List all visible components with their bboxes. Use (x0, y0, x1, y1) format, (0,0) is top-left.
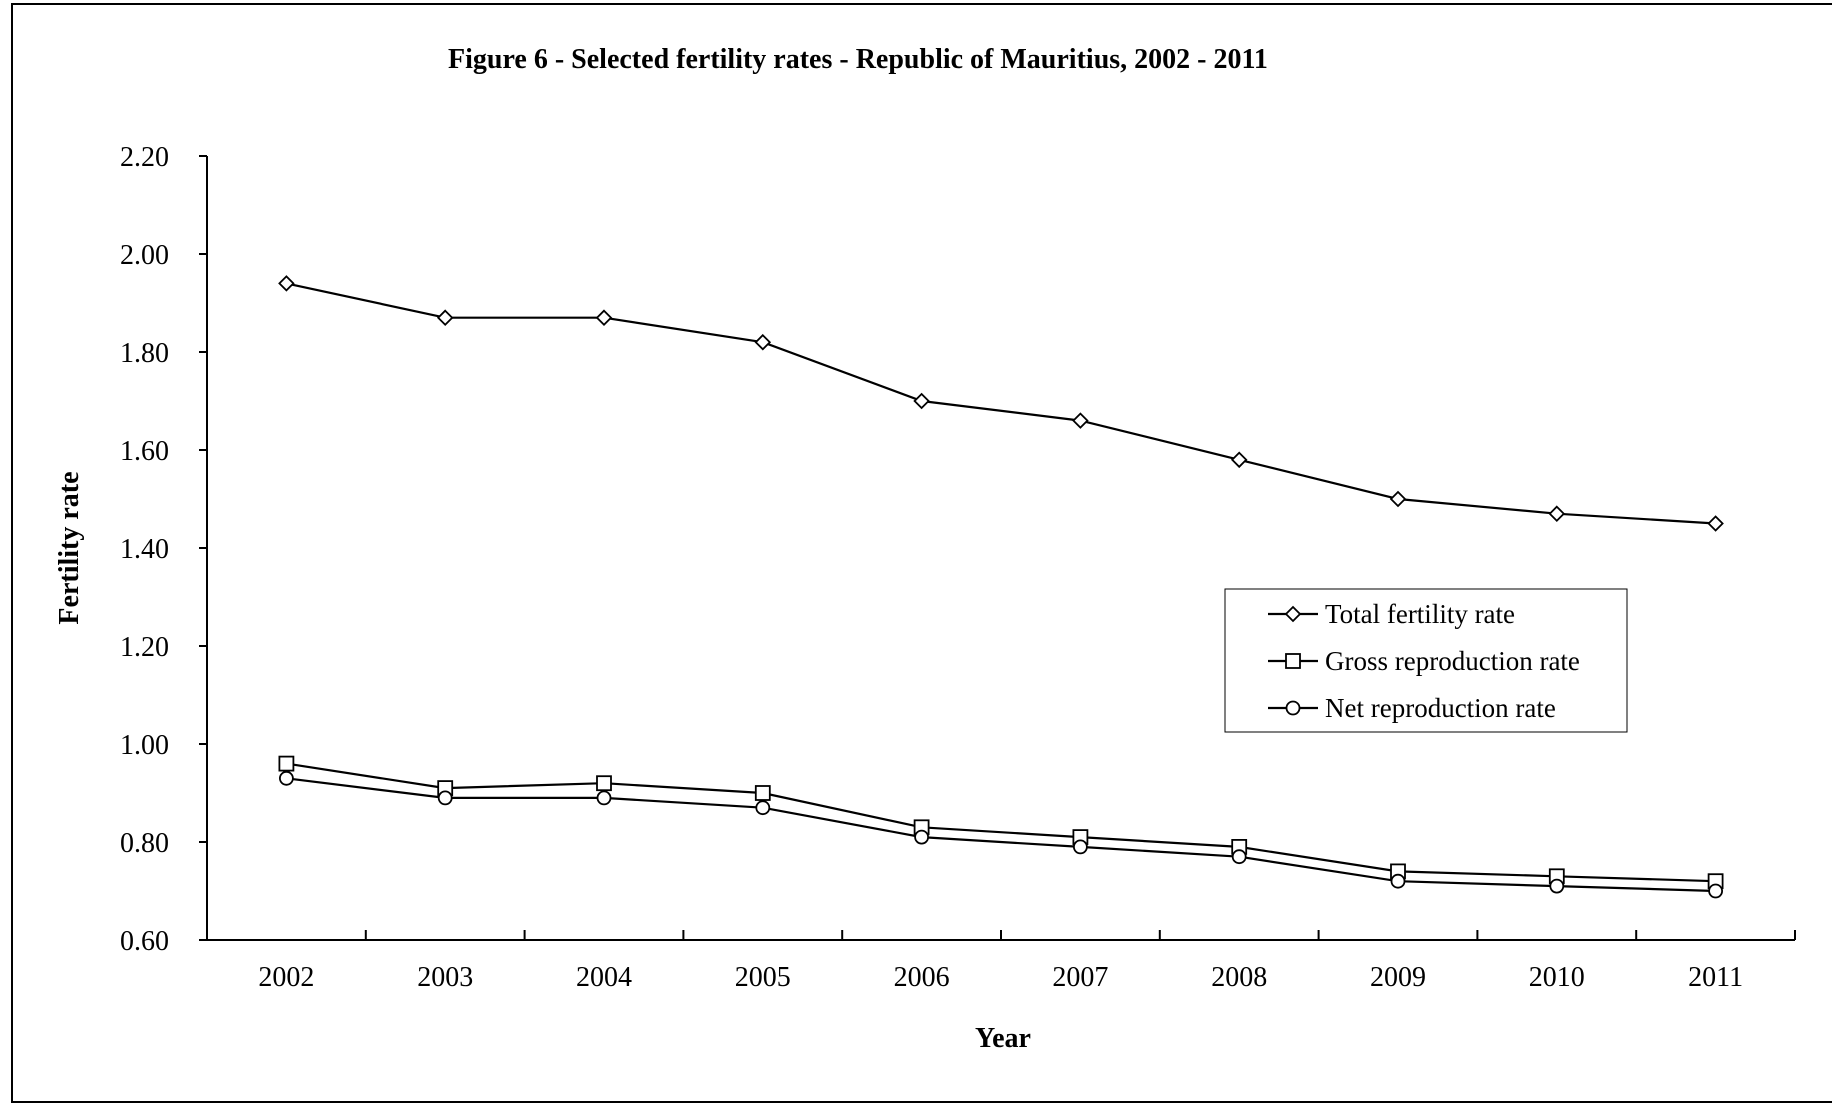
data-point-diamond-marker (913, 392, 930, 410)
x-tick-label: 2010 (1529, 962, 1585, 993)
y-tick-label: 0.80 (120, 828, 169, 859)
data-point-circle-marker (1073, 839, 1088, 855)
data-point-circle-marker (278, 770, 294, 786)
x-axis-title: Year (975, 1023, 1031, 1054)
series-square (278, 755, 1724, 890)
y-axis-title: Fertility rate (54, 471, 85, 624)
legend-item: Net reproduction rate (1268, 693, 1556, 723)
legend-item: Gross reproduction rate (1268, 646, 1580, 676)
data-point-circle-marker (1231, 849, 1247, 865)
x-ticks: 2002 2003 2004 2005 2006 2007 2008 2009 2010 2011 (206, 930, 1796, 993)
legend-circle-marker (1285, 700, 1301, 716)
series-diamond (278, 275, 1724, 532)
x-tick-label: 2006 (894, 962, 950, 993)
y-tick-label: 1.80 (120, 338, 169, 369)
data-point-diamond-marker (1548, 505, 1566, 522)
data-point-circle-marker (914, 829, 929, 845)
series-line (286, 777, 1716, 893)
data-point-circle-marker (1390, 873, 1406, 889)
y-tick-label: 2.20 (120, 142, 169, 173)
data-point-diamond-marker (595, 309, 613, 326)
y-tick-label: 2.00 (120, 240, 169, 271)
data-point-circle-marker (437, 790, 453, 806)
y-ticks: 0.60 0.80 1.00 1.20 1.40 1.60 1.80 2.00 2.20 (120, 142, 207, 957)
x-tick-label: 2004 (576, 962, 632, 993)
series-line (286, 762, 1716, 883)
data-point-circle-marker (1708, 883, 1723, 899)
legend-square-marker (1285, 653, 1301, 669)
x-tick-label: 2011 (1688, 962, 1743, 993)
legend: Total fertility rate Gross reproduction r… (1224, 588, 1628, 733)
legend-label: Gross reproduction rate (1325, 646, 1580, 676)
x-tick-label: 2003 (417, 962, 473, 993)
y-tick-label: 0.60 (120, 926, 169, 957)
data-point-square-marker (278, 755, 295, 772)
data-point-circle-marker (596, 790, 612, 806)
y-tick-label: 1.20 (120, 632, 169, 663)
data-point-diamond-marker (1230, 451, 1248, 469)
data-point-diamond-marker (1072, 412, 1089, 429)
chart-frame (11, 3, 1832, 1103)
data-point-diamond-marker (1389, 490, 1407, 508)
chart-title: Figure 6 - Selected fertility rates - Re… (448, 44, 1268, 75)
y-tick-label: 1.40 (120, 534, 169, 565)
y-tick-label: 1.60 (120, 436, 169, 467)
x-tick-label: 2002 (258, 962, 314, 993)
x-tick-label: 2007 (1052, 962, 1108, 993)
x-tick-label: 2009 (1370, 962, 1426, 993)
x-tick-label: 2008 (1211, 962, 1267, 993)
legend-label: Net reproduction rate (1325, 693, 1556, 723)
data-point-diamond-marker (754, 333, 772, 351)
data-point-square-marker (754, 785, 771, 801)
legend-diamond-marker (1284, 605, 1302, 623)
data-point-circle-marker (1549, 878, 1565, 894)
data-point-diamond-marker (1707, 515, 1724, 532)
legend-item: Total fertility rate (1268, 599, 1515, 629)
series-layer (278, 275, 1724, 899)
y-tick-label: 1.00 (120, 730, 169, 761)
x-tick-label: 2005 (735, 962, 791, 993)
data-point-square-marker (596, 775, 612, 792)
axes (206, 156, 1795, 941)
series-circle (278, 770, 1723, 899)
data-point-diamond-marker (278, 275, 295, 292)
legend-label: Total fertility rate (1325, 599, 1515, 629)
series-line (286, 282, 1716, 525)
data-point-diamond-marker (436, 309, 454, 326)
data-point-circle-marker (755, 800, 771, 816)
